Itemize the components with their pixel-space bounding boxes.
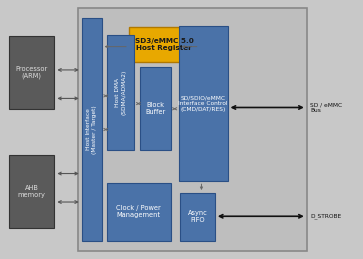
Bar	[107, 183, 171, 241]
Bar	[9, 155, 54, 228]
Bar	[82, 18, 102, 241]
Text: Host DMA
(SDMA/ADMA2): Host DMA (SDMA/ADMA2)	[115, 70, 126, 115]
Text: SD/SDIO/eMMC
Interface Control
(CMD/DAT/RES): SD/SDIO/eMMC Interface Control (CMD/DAT/…	[178, 95, 228, 112]
Text: SD3/eMMC 5.0
Host Register: SD3/eMMC 5.0 Host Register	[135, 38, 193, 51]
Text: Async
FIFO: Async FIFO	[188, 210, 208, 224]
Bar	[140, 67, 171, 150]
Bar	[179, 26, 228, 181]
Bar	[107, 35, 134, 150]
Text: D_STROBE: D_STROBE	[310, 213, 342, 219]
Bar	[129, 27, 200, 62]
Bar	[78, 8, 307, 251]
Text: AHB
memory: AHB memory	[18, 185, 46, 198]
Text: Clock / Power
Management: Clock / Power Management	[117, 205, 161, 218]
Text: SD / eMMC
Bus: SD / eMMC Bus	[310, 102, 342, 113]
Bar	[9, 36, 54, 109]
Text: Host Interface
(Master / Target): Host Interface (Master / Target)	[86, 105, 97, 154]
Text: Processor
(ARM): Processor (ARM)	[16, 66, 48, 79]
Text: Block
Buffer: Block Buffer	[145, 102, 165, 115]
Bar	[180, 193, 215, 241]
